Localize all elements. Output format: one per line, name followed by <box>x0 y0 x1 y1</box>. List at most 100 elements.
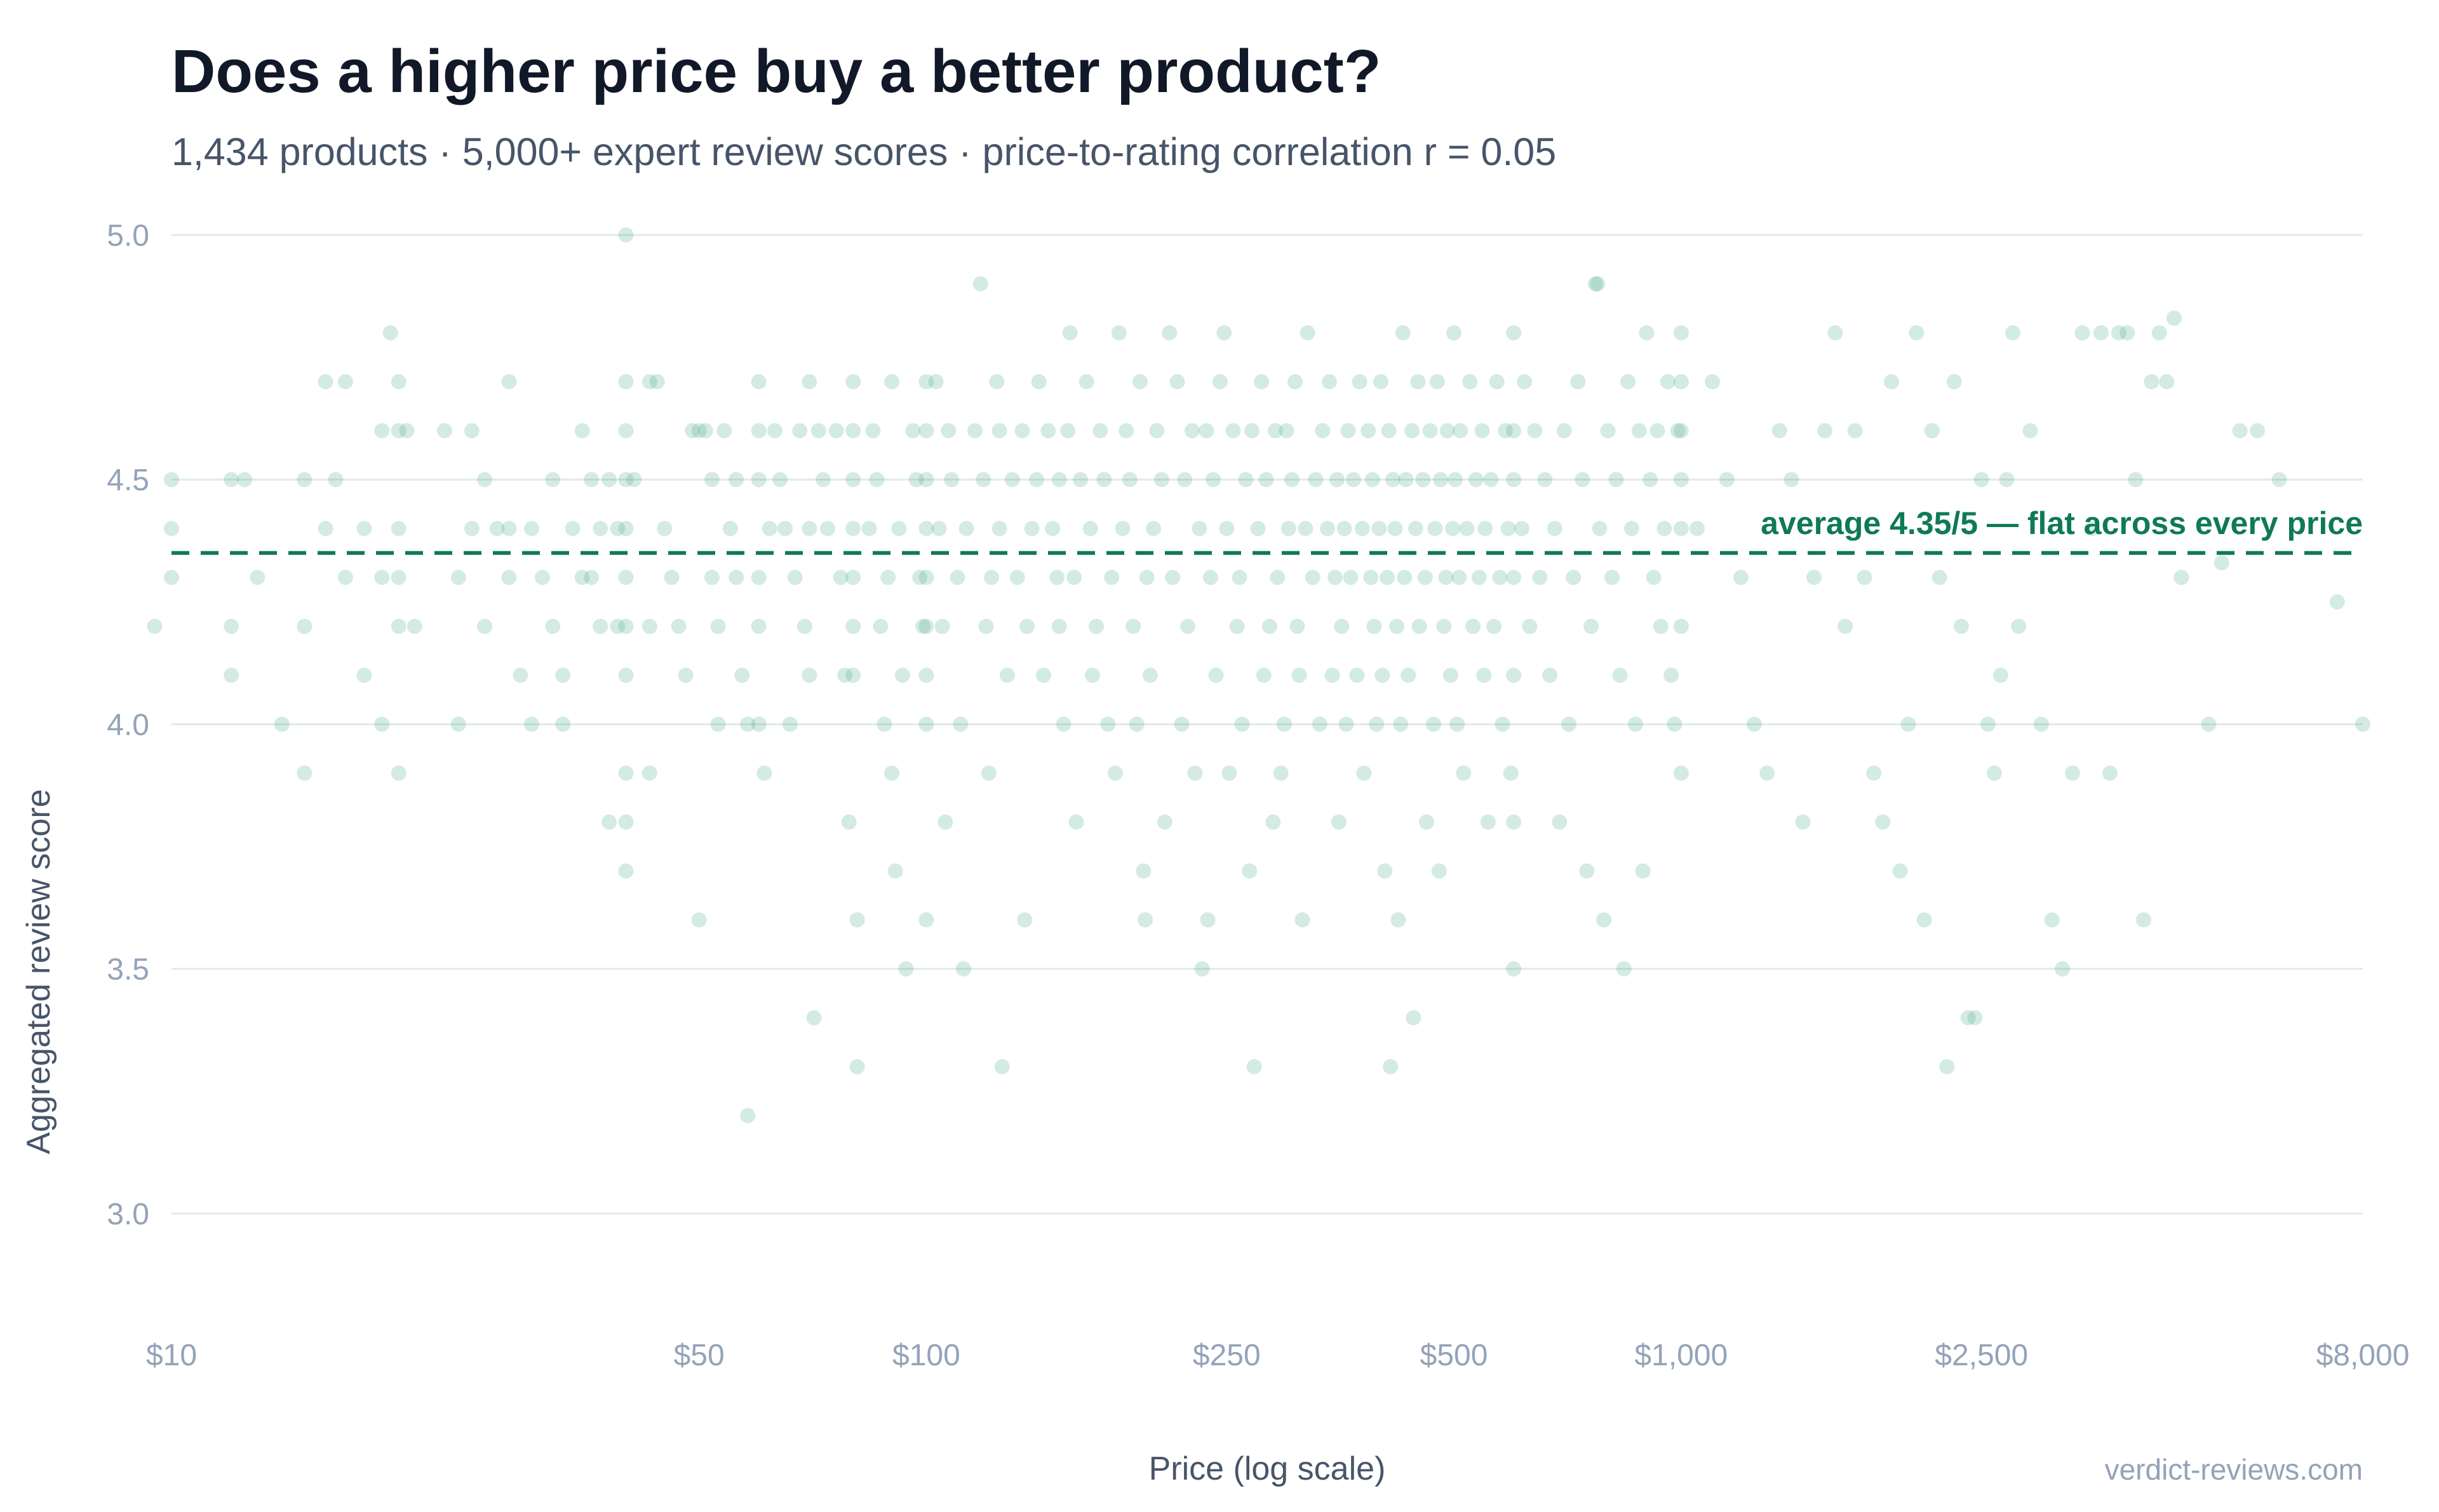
data-point <box>1656 521 1672 537</box>
data-point <box>2120 325 2135 341</box>
data-point <box>1336 521 1352 537</box>
data-point <box>751 374 767 390</box>
data-point <box>918 619 934 634</box>
data-point <box>1547 521 1562 537</box>
data-point <box>1480 814 1496 830</box>
data-point <box>1608 472 1624 488</box>
data-point <box>937 814 953 830</box>
data-point <box>1049 570 1065 585</box>
data-point <box>837 667 853 683</box>
data-point <box>1385 472 1401 488</box>
data-point <box>934 619 950 634</box>
data-point <box>1383 1059 1399 1074</box>
data-point <box>1604 570 1620 585</box>
data-point <box>1556 423 1572 439</box>
data-point <box>845 521 861 537</box>
data-point <box>1639 325 1655 341</box>
y-tick-label: 3.0 <box>107 1198 149 1231</box>
data-point <box>861 521 877 537</box>
data-point <box>657 521 673 537</box>
data-point <box>1623 521 1639 537</box>
data-point <box>1411 619 1427 634</box>
data-point <box>250 570 265 585</box>
data-point <box>1374 667 1390 683</box>
data-point <box>1393 716 1409 732</box>
data-point <box>918 423 934 439</box>
data-point <box>1795 814 1811 830</box>
data-point <box>740 1107 756 1123</box>
data-point <box>1352 374 1367 390</box>
data-point <box>994 1059 1010 1074</box>
data-point <box>1474 423 1490 439</box>
data-point <box>978 619 994 634</box>
data-point <box>1019 619 1035 634</box>
data-point <box>710 619 726 634</box>
data-point <box>2167 311 2182 326</box>
data-point <box>845 423 861 439</box>
data-point <box>880 570 896 585</box>
data-point <box>1322 374 1337 390</box>
data-point <box>1616 961 1632 977</box>
data-point <box>1180 619 1195 634</box>
data-point <box>1817 423 1832 439</box>
data-point <box>1108 765 1123 781</box>
data-point <box>1448 472 1463 488</box>
data-point <box>642 374 657 390</box>
data-point <box>1646 570 1662 585</box>
data-point <box>1291 667 1307 683</box>
data-point <box>1056 716 1072 732</box>
data-point <box>1566 570 1582 585</box>
data-point <box>1354 521 1370 537</box>
data-point <box>1500 521 1516 537</box>
data-point <box>1184 423 1200 439</box>
data-point <box>756 765 772 781</box>
data-point <box>958 521 974 537</box>
data-point <box>991 521 1007 537</box>
data-point <box>1082 521 1098 537</box>
data-point <box>1422 423 1438 439</box>
data-point <box>898 961 914 977</box>
data-point <box>642 765 657 781</box>
y-tick-label: 5.0 <box>107 219 149 253</box>
data-point <box>1967 1010 1983 1026</box>
data-point <box>477 472 493 488</box>
data-point <box>1202 570 1218 585</box>
data-point <box>1029 472 1044 488</box>
data-point <box>1561 716 1576 732</box>
data-point <box>1294 912 1310 928</box>
data-point <box>565 521 581 537</box>
data-point <box>601 472 617 488</box>
data-point <box>1194 961 1210 977</box>
data-point <box>873 619 889 634</box>
data-point <box>297 619 312 634</box>
data-point <box>1838 619 1853 634</box>
data-point <box>1280 521 1296 537</box>
data-point <box>1408 521 1423 537</box>
data-point <box>1939 1059 1955 1074</box>
data-point <box>1157 814 1172 830</box>
data-point <box>1806 570 1822 585</box>
data-point <box>1364 472 1380 488</box>
data-point <box>1284 472 1300 488</box>
data-point <box>1900 716 1916 732</box>
data-point <box>887 863 903 879</box>
data-point <box>1250 521 1266 537</box>
data-point <box>915 619 931 634</box>
data-point <box>2329 594 2345 610</box>
data-point <box>1254 374 1270 390</box>
data-point <box>944 472 960 488</box>
data-point <box>1489 374 1505 390</box>
data-point <box>981 765 997 781</box>
data-point <box>2136 912 2151 928</box>
data-point <box>782 716 798 732</box>
data-point <box>1232 570 1247 585</box>
data-point <box>391 765 406 781</box>
data-point <box>1289 619 1305 634</box>
data-point <box>1506 472 1522 488</box>
data-point <box>845 570 861 585</box>
data-point <box>991 423 1007 439</box>
data-point <box>1162 325 1178 341</box>
x-tick-label: $500 <box>1420 1339 1488 1372</box>
data-point <box>1221 765 1237 781</box>
data-point <box>2111 325 2127 341</box>
